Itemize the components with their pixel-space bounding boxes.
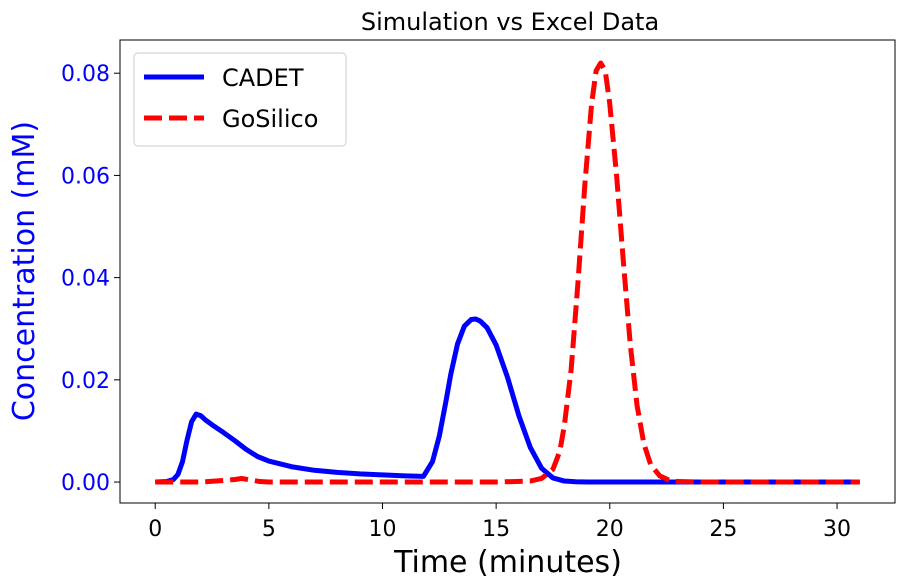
y-tick-label: 0.02 [61,369,110,394]
y-tick-label: 0.06 [61,164,110,189]
x-axis: 0 5 10 15 20 25 30 [148,503,851,542]
plot-frame [119,39,896,504]
y-axis-label: Concentration (mM) [7,121,42,421]
series-line-gosilico [155,60,860,485]
x-tick-label: 5 [262,517,276,542]
y-axis: 0.00 0.02 0.04 0.06 0.08 [61,62,120,496]
y-tick-label: 0.00 [61,471,110,496]
legend-label-cadet: CADET [222,64,304,92]
series-layer [155,60,860,485]
y-tick-label: 0.08 [61,62,110,87]
x-tick-label: 25 [709,517,737,542]
x-tick-label: 10 [369,517,397,542]
legend-label-gosilico: GoSilico [222,105,318,133]
x-tick-label: 0 [148,517,162,542]
legend: CADET GoSilico [133,52,347,147]
chart-title: Simulation vs Excel Data [361,8,659,36]
y-tick-label: 0.04 [61,267,110,292]
series-line-cadet [155,316,860,485]
x-axis-label: Time (minutes) [393,545,622,580]
x-tick-label: 30 [823,517,851,542]
x-tick-label: 20 [596,517,624,542]
x-tick-label: 15 [482,517,510,542]
